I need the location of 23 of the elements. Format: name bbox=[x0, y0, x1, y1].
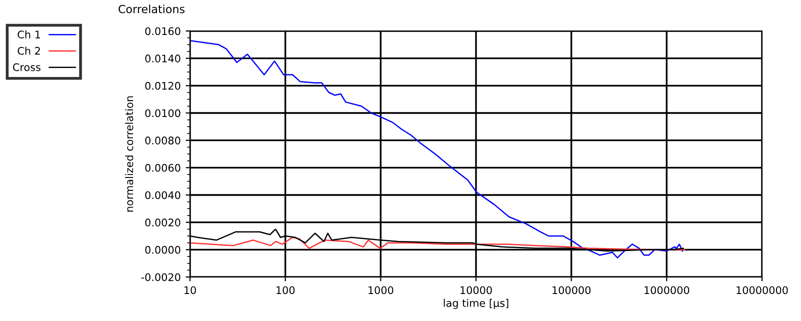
x-tick-label: 100 bbox=[276, 286, 295, 294]
x-axis-title: lag time [µs] bbox=[444, 298, 508, 309]
y-tick-label: 0.0080 bbox=[145, 136, 180, 144]
y-axis-title: normalized correlation bbox=[125, 96, 134, 212]
y-tick-label: 0.0040 bbox=[145, 191, 180, 200]
legend-label: Ch 2 bbox=[18, 46, 40, 55]
legend-label: Cross bbox=[13, 63, 40, 72]
x-tick-label: 100000 bbox=[552, 286, 591, 294]
x-tick-label: 10000 bbox=[460, 286, 492, 294]
x-tick-label: 1000000 bbox=[644, 286, 690, 294]
y-tick-label: 0.0160 bbox=[145, 27, 180, 36]
x-tick-label: 1000 bbox=[368, 286, 394, 294]
x-tick-label: 10000000 bbox=[736, 286, 788, 294]
y-tick-label: 0.0100 bbox=[145, 109, 180, 118]
y-tick-label: 0.0020 bbox=[145, 218, 180, 226]
y-tick-label: 0.0060 bbox=[145, 164, 180, 172]
y-tick-label: 0.0140 bbox=[145, 54, 180, 62]
x-tick-label: 10 bbox=[184, 286, 196, 294]
chart-title: Correlations bbox=[118, 4, 185, 14]
y-tick-label: 0.0000 bbox=[145, 246, 180, 254]
y-tick-label: -0.0020 bbox=[141, 273, 180, 282]
y-tick-label: 0.0120 bbox=[145, 82, 180, 90]
legend-label: Ch 1 bbox=[18, 30, 40, 38]
